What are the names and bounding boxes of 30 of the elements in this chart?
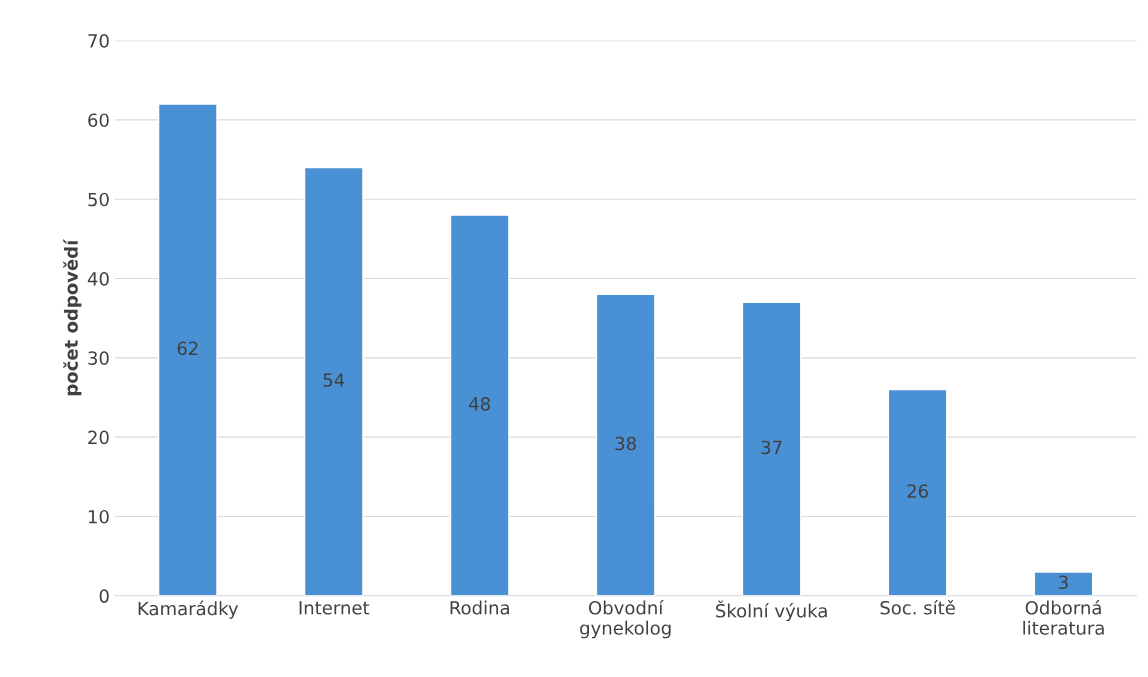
data-label: 54: [323, 373, 345, 387]
y-tick-label: 40: [87, 272, 109, 286]
data-label: 38: [615, 436, 636, 451]
data-label: 62: [177, 341, 198, 356]
y-tick-label: 70: [88, 34, 109, 48]
bar: [449, 214, 510, 596]
x-tick-label: Obvodní gynekolog: [580, 599, 671, 639]
x-tick-label: Soc. sítě: [880, 599, 955, 615]
bar: [303, 166, 364, 596]
x-tick-label: Internet: [299, 601, 370, 615]
data-label: 3: [1059, 575, 1068, 590]
data-label: 48: [469, 397, 490, 411]
x-tick-label: Školní výuka: [716, 600, 827, 622]
bar: [887, 388, 948, 596]
data-label: 37: [761, 440, 782, 455]
y-tick-label: 20: [88, 430, 109, 445]
x-tick-label: Kamarádky: [138, 600, 239, 619]
y-tick-label: 0: [99, 589, 109, 603]
bar: [595, 293, 656, 596]
y-tick-label: 60: [88, 113, 109, 128]
y-tick-label: 50: [88, 192, 109, 207]
y-tick-label: 30: [88, 351, 109, 365]
y-axis-title: počet odpovědí: [63, 238, 82, 396]
bar: [741, 301, 802, 596]
data-label: 26: [907, 484, 928, 498]
y-tick-label: 10: [88, 509, 109, 524]
bar: [157, 103, 218, 596]
x-tick-label: Rodina: [450, 600, 509, 615]
x-tick-label: Odborná literatura: [1023, 599, 1104, 635]
bar: [1033, 571, 1094, 596]
